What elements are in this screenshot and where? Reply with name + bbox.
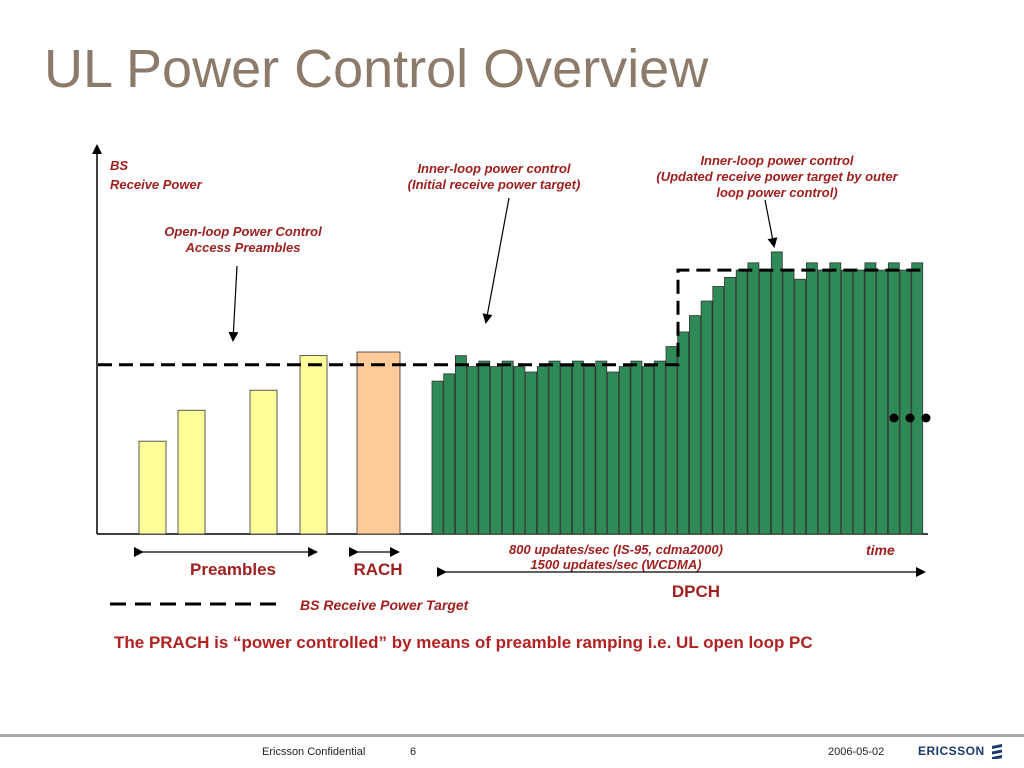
dpch-bar: [548, 360, 561, 535]
span-label-dpch: DPCH: [672, 582, 720, 601]
dpch-bar: [794, 278, 807, 535]
dpch-bar: [653, 360, 666, 535]
callout-open-loop-line1: Open-loop Power Control: [164, 224, 322, 239]
dpch-bar: [735, 269, 748, 535]
callout-inner-initial-line2: (Initial receive power target): [408, 177, 581, 192]
rach-bar: [356, 351, 401, 535]
y-axis-label-line1: BS: [110, 158, 128, 173]
dpch-bar: [887, 262, 900, 535]
preamble-bar: [138, 440, 167, 535]
callout-inner-updated-arrow: [764, 199, 778, 248]
callout-inner-updated-line2: (Updated receive power target by outer: [656, 169, 898, 184]
dpch-bar: [817, 269, 830, 535]
footer-date: 2006-05-02: [828, 746, 885, 758]
dpch-bar: [642, 366, 654, 535]
dpch-bar: [443, 373, 456, 535]
continuation-dots: [889, 413, 931, 423]
dpch-bar: [630, 360, 643, 535]
footer-page-number: 6: [410, 746, 417, 758]
dpch-bar: [759, 269, 771, 535]
callout-open-loop-line2: Access Preambles: [185, 240, 301, 255]
dpch-bar: [607, 371, 619, 535]
dpch-bar: [501, 360, 514, 535]
dpch-bars: [431, 251, 924, 535]
callout-inner-initial-line1: Inner-loop power control: [417, 161, 570, 176]
preamble-bar: [177, 409, 206, 535]
dpch-bar: [770, 251, 783, 535]
dpch-bar: [490, 366, 502, 535]
dpch-bar: [665, 346, 678, 535]
dpch-bar: [747, 262, 760, 535]
footer-divider: [0, 734, 1024, 737]
dpch-bar: [782, 269, 795, 535]
span-label-rach: RACH: [353, 560, 402, 579]
dpch-bar: [525, 371, 537, 535]
dpch-bar: [700, 300, 713, 535]
callout-inner-updated-line3: loop power control): [716, 185, 837, 200]
dpch-bar: [911, 262, 924, 535]
dpch-bar: [454, 355, 467, 535]
dpch-bar: [899, 269, 912, 535]
dpch-bar: [513, 366, 526, 535]
dpch-bar: [536, 366, 549, 535]
updates-rate-line2: 1500 updates/sec (WCDMA): [530, 557, 701, 572]
callout-inner-initial-arrow: [482, 197, 510, 324]
time-axis-label: time: [866, 542, 895, 558]
updates-rate-line1: 800 updates/sec (IS-95, cdma2000): [509, 542, 723, 557]
ericsson-logo-icon: [991, 744, 1002, 759]
dpch-bar: [618, 366, 631, 535]
legend-target-label: BS Receive Power Target: [300, 597, 470, 613]
slide-title: UL Power Control Overview: [44, 39, 709, 99]
dpch-bar: [841, 269, 853, 535]
dpch-bar: [876, 269, 888, 535]
prach-note: The PRACH is “power controlled” by means…: [114, 633, 813, 652]
ericsson-logo: ERICSSON: [918, 743, 1004, 759]
dpch-bar: [560, 366, 573, 535]
logo-text: ERICSSON: [918, 744, 985, 758]
dpch-bar: [852, 269, 865, 535]
footer-confidential: Ericsson Confidential: [262, 746, 366, 758]
span-label-preambles: Preambles: [190, 560, 276, 579]
preamble-bar: [249, 389, 278, 535]
dpch-bar: [677, 331, 690, 535]
dpch-bar: [572, 360, 584, 535]
dpch-bar: [806, 262, 818, 535]
dpch-bar: [431, 380, 444, 535]
callout-open-loop-arrow: [228, 265, 239, 342]
dpch-bar: [478, 360, 491, 535]
y-axis-label-line2: Receive Power: [110, 177, 203, 192]
dpch-bar: [466, 366, 479, 535]
power-control-diagram: BS Receive Power Open-loop Power Control…: [92, 144, 931, 652]
preamble-bars: [138, 355, 328, 535]
dpch-bar: [829, 262, 842, 535]
dpch-bar: [724, 276, 736, 535]
callout-inner-updated-line1: Inner-loop power control: [700, 153, 853, 168]
dpch-bar: [689, 315, 701, 535]
dpch-bar: [712, 286, 725, 535]
dpch-bar: [595, 360, 608, 535]
preamble-bar: [299, 355, 328, 535]
dpch-bar: [864, 262, 877, 535]
rach-bar-group: [356, 351, 401, 535]
dpch-bar: [583, 366, 596, 535]
